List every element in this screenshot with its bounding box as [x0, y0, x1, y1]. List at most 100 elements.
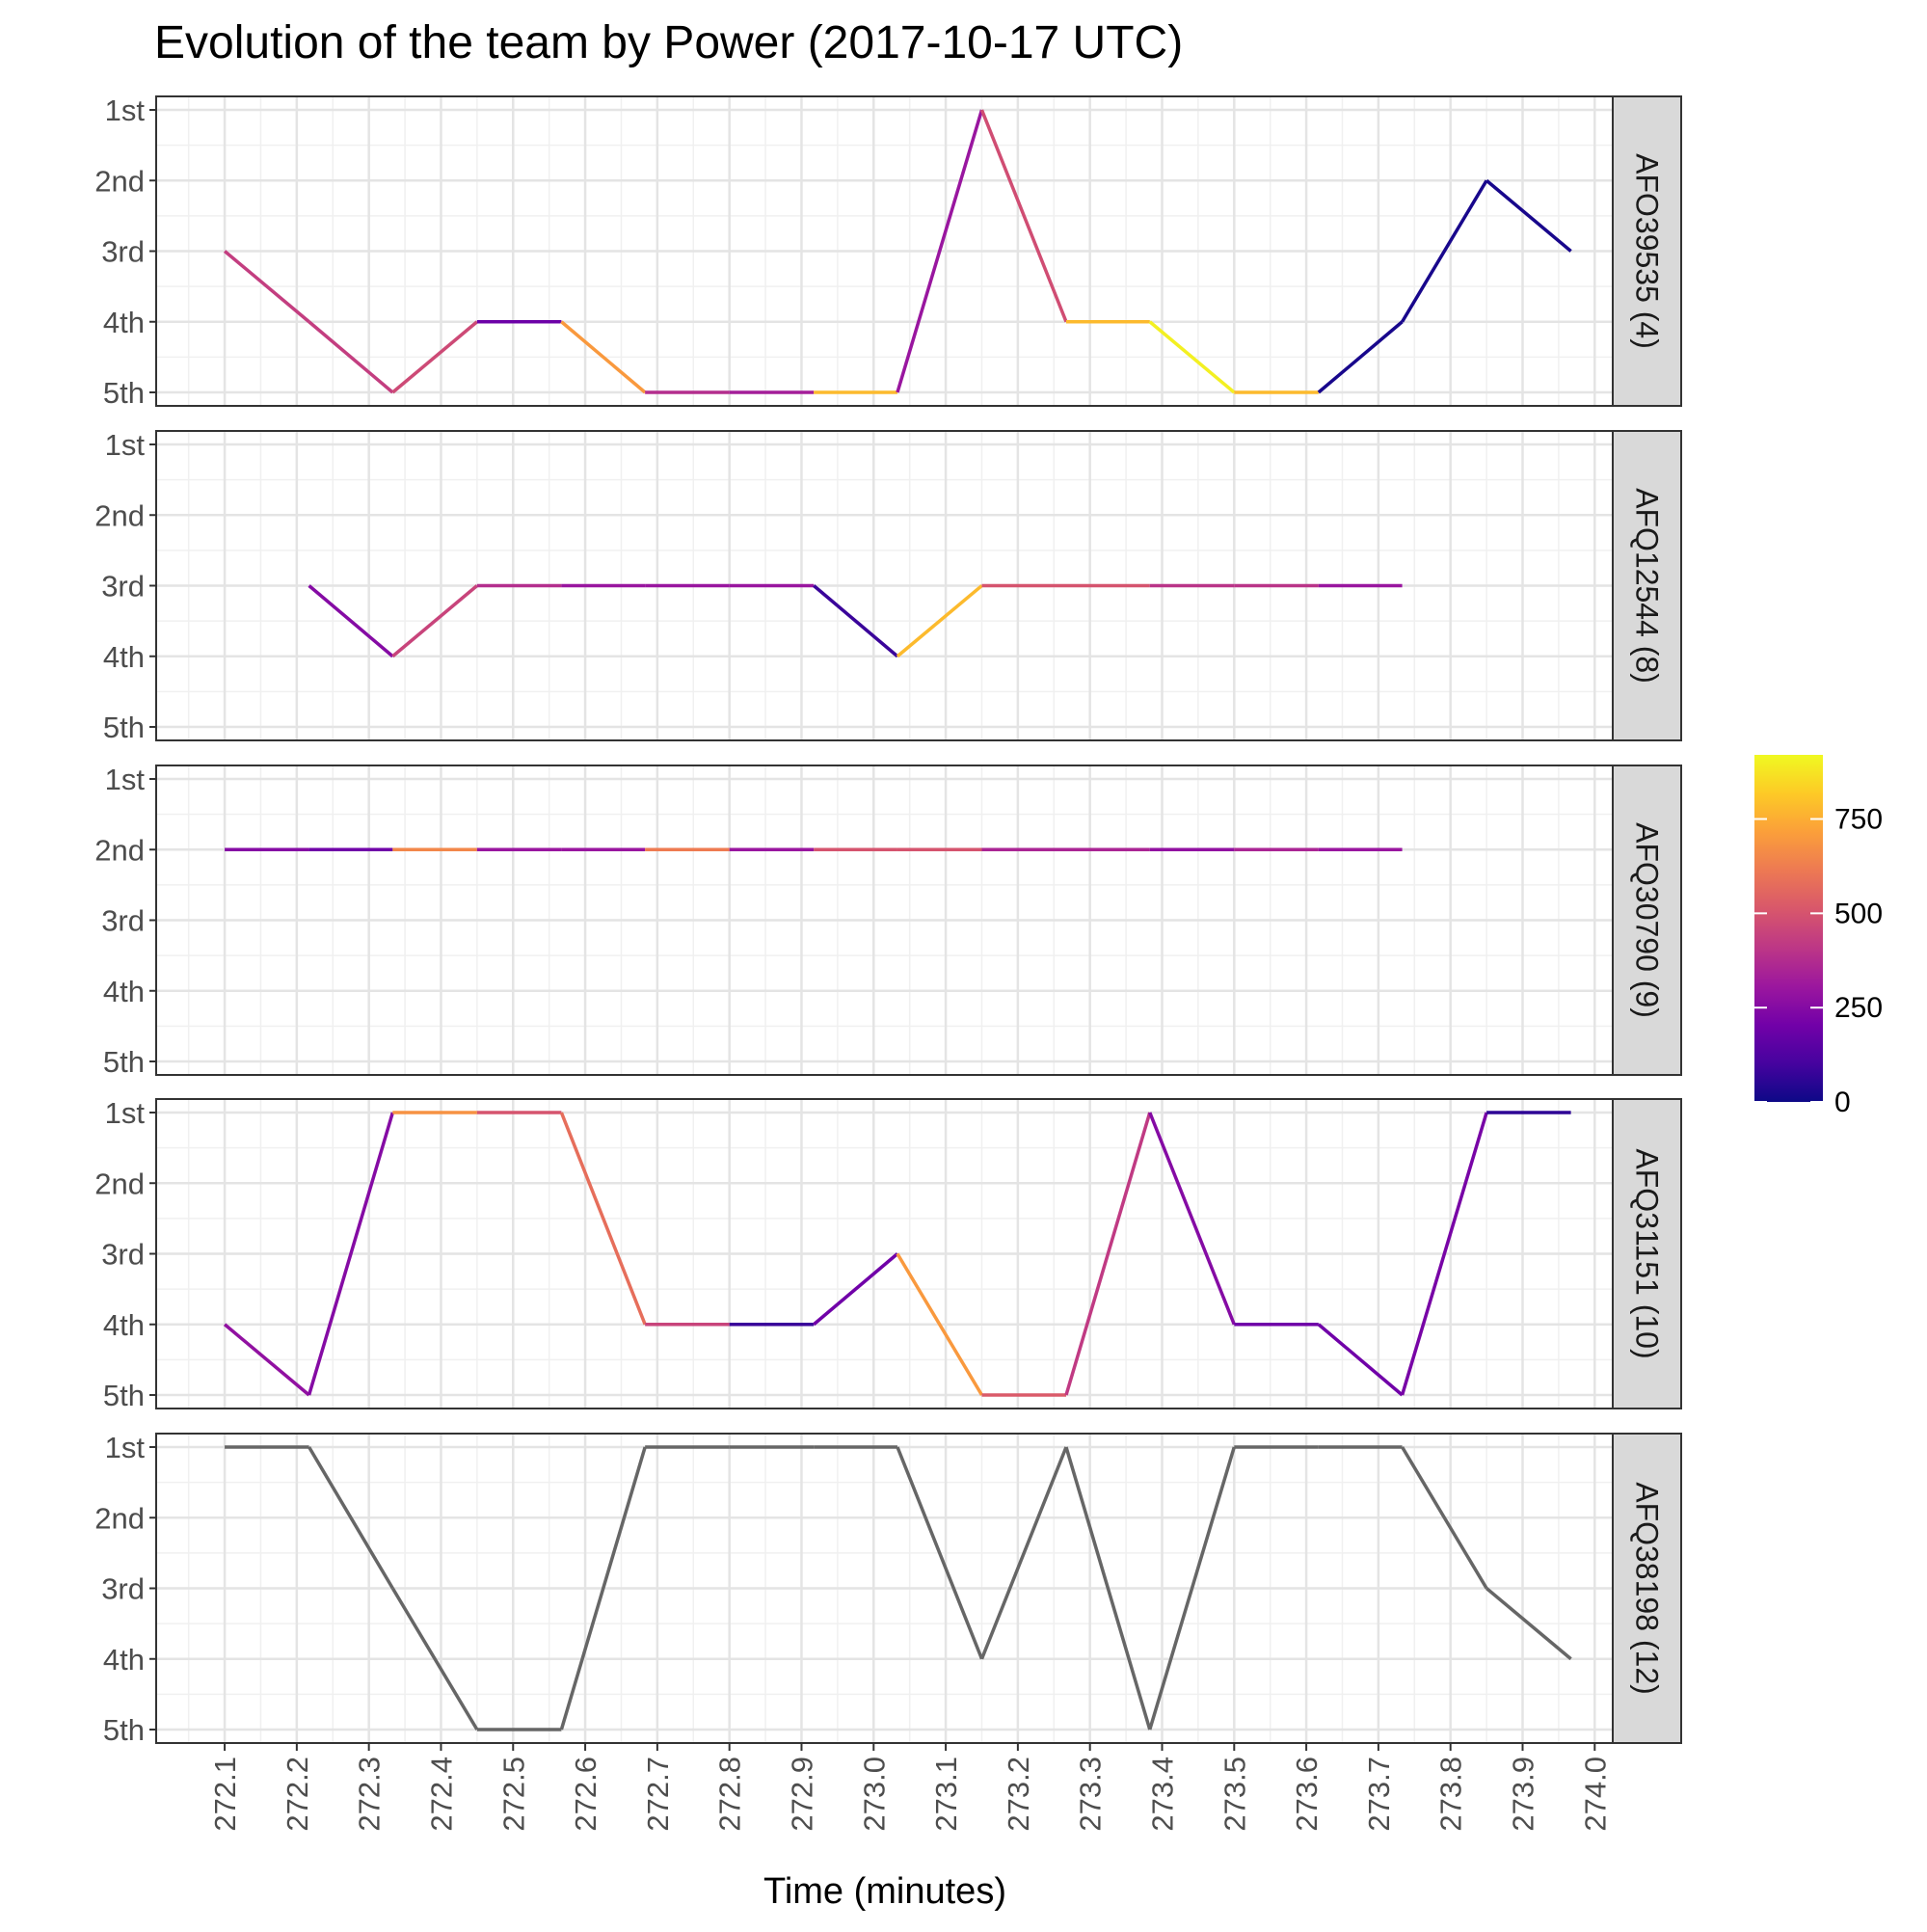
series-line-segment: [308, 1446, 394, 1590]
colorbar-tick-label: 750: [1834, 804, 1883, 836]
series-line-segment: [559, 1446, 647, 1731]
y-tick-label: 4th: [103, 306, 145, 339]
x-tick-label: 272.6: [569, 1757, 602, 1832]
series-line-segment: [1317, 320, 1404, 394]
series-line-segment: [391, 584, 478, 658]
y-tick-label: 5th: [103, 1713, 145, 1747]
facet-strip-label: AFQ31151 (10): [1630, 1148, 1665, 1358]
x-tick-label: 273.0: [857, 1757, 891, 1832]
facet-panels: 1st 2nd 3rd 4th 5th AFO39535 (4) 1st 2nd 3rd 4th 5…: [94, 94, 1682, 1747]
y-tick-label: 3rd: [101, 235, 145, 269]
y-tick-label: 3rd: [101, 904, 145, 938]
y-tick-label: 2nd: [94, 164, 145, 198]
series-line-segment: [896, 1252, 983, 1396]
colorbar-tick-label: 250: [1834, 992, 1883, 1024]
facet-panel: 1st 2nd 3rd 4th 5th AFQ12544 (8): [94, 428, 1682, 744]
y-tick-label: 1st: [105, 763, 146, 796]
y-tick-label: 2nd: [94, 1167, 145, 1200]
colorbar: [1754, 755, 1823, 1102]
x-tick-label: 274.0: [1578, 1757, 1612, 1832]
series-line-segment: [1401, 1446, 1488, 1590]
series-line-segment: [390, 1587, 479, 1731]
y-tick-label: 4th: [103, 1643, 145, 1677]
series-line-segment: [813, 584, 899, 658]
x-tick-label: 273.9: [1506, 1757, 1539, 1832]
chart-title: Evolution of the team by Power (2017-10-…: [154, 17, 1183, 68]
y-tick-label: 1st: [105, 94, 146, 127]
x-tick-label: 272.4: [424, 1757, 458, 1832]
x-tick-label: 273.2: [1002, 1757, 1035, 1832]
x-tick-label: 273.8: [1434, 1757, 1468, 1832]
series-line-segment: [896, 584, 983, 658]
series-line-segment: [979, 109, 1068, 323]
series-line-segment: [223, 250, 310, 324]
x-axis-title: Time (minutes): [763, 1871, 1006, 1912]
y-tick-label: 1st: [105, 1431, 146, 1464]
series-line-segment: [1400, 1112, 1488, 1396]
y-tick-label: 5th: [103, 1379, 145, 1412]
colorbar-tick-label: 500: [1834, 898, 1883, 929]
y-tick-label: 1st: [105, 1096, 146, 1130]
x-tick-label: 273.6: [1290, 1757, 1324, 1832]
facet-strip: [1612, 1433, 1682, 1744]
x-tick-label: 273.1: [929, 1757, 963, 1832]
colorbar-tick-label: 0: [1834, 1087, 1851, 1118]
x-tick-label: 273.3: [1074, 1757, 1108, 1832]
y-tick-label: 3rd: [101, 1238, 145, 1272]
series-line-segment: [1148, 1446, 1236, 1731]
series-line-segment: [1485, 1587, 1572, 1661]
series-line-segment: [223, 1323, 310, 1397]
series-line-segment: [391, 320, 478, 394]
facet-panel: 1st 2nd 3rd 4th 5th AFQ30790 (9): [94, 763, 1682, 1079]
facet-strip-label: AFO39535 (4): [1630, 153, 1665, 349]
series-line-segment: [813, 1252, 899, 1327]
facet-strip: [1612, 765, 1682, 1076]
y-tick-label: 1st: [105, 428, 146, 462]
y-tick-label: 4th: [103, 640, 145, 674]
y-tick-label: 4th: [103, 1308, 145, 1342]
series-line-segment: [560, 320, 647, 394]
x-tick-label: 273.7: [1362, 1757, 1396, 1832]
x-axis: 272.1 272.2 272.3 272.4 272.5 272.6 272.7 272.8…: [208, 1743, 1612, 1832]
y-tick-label: 2nd: [94, 498, 145, 532]
x-tick-label: 273.5: [1218, 1757, 1251, 1832]
x-tick-label: 273.4: [1145, 1757, 1179, 1832]
x-tick-label: 272.5: [496, 1757, 530, 1832]
series-line-segment: [979, 1446, 1068, 1660]
series-line-segment: [1148, 320, 1236, 394]
series-line-segment: [1064, 1446, 1152, 1731]
facet-strip: [1612, 430, 1682, 741]
x-tick-label: 272.2: [281, 1757, 314, 1832]
series-line-segment: [559, 1112, 647, 1326]
x-tick-label: 272.9: [785, 1757, 818, 1832]
series-line-segment: [1401, 179, 1488, 323]
series-line-segment: [1317, 1323, 1404, 1397]
series-line-segment: [1148, 1112, 1236, 1326]
y-tick-label: 3rd: [101, 570, 145, 604]
facet-panel: 1st 2nd 3rd 4th 5th AFQ38198 (12): [94, 1431, 1682, 1747]
facet-strip: [1612, 95, 1682, 407]
y-tick-label: 2nd: [94, 833, 145, 867]
x-tick-label: 272.3: [353, 1757, 387, 1832]
x-tick-label: 272.8: [713, 1757, 747, 1832]
y-tick-label: 5th: [103, 711, 145, 744]
series-line-segment: [896, 1446, 984, 1660]
facet-strip-label: AFQ30790 (9): [1630, 822, 1665, 1018]
series-line-segment: [896, 109, 984, 393]
facet-panel: 1st 2nd 3rd 4th 5th AFQ31151 (10): [94, 1096, 1682, 1412]
series-line-segment: [307, 1112, 395, 1396]
series-line-segment: [308, 320, 394, 394]
color-legend: 0 250 500 750: [1754, 755, 1883, 1118]
facet-strip: [1612, 1098, 1682, 1409]
x-tick-label: 272.7: [641, 1757, 675, 1832]
series-line-segment: [308, 584, 394, 658]
y-tick-label: 5th: [103, 1045, 145, 1079]
y-tick-label: 4th: [103, 975, 145, 1008]
y-tick-label: 3rd: [101, 1572, 145, 1606]
x-tick-label: 272.1: [208, 1757, 242, 1832]
y-tick-label: 2nd: [94, 1501, 145, 1535]
facet-panel: 1st 2nd 3rd 4th 5th AFO39535 (4): [94, 94, 1682, 410]
series-line-segment: [1485, 178, 1572, 253]
